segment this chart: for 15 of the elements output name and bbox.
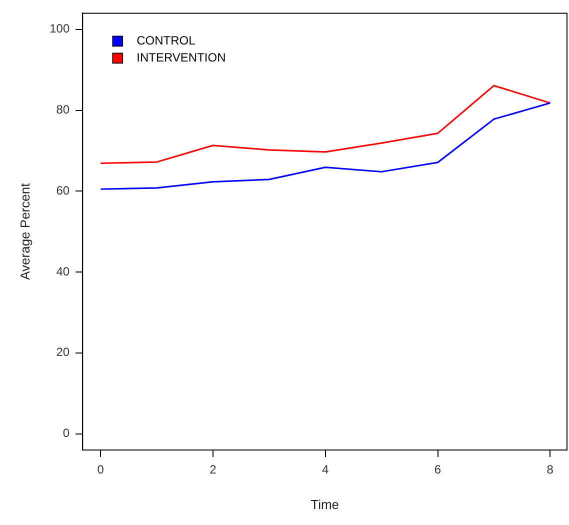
y-tick-label: 60	[56, 183, 70, 198]
y-tick-label: 80	[56, 102, 70, 117]
legend-label: CONTROL	[136, 34, 196, 48]
x-tick-label: 4	[322, 462, 330, 477]
x-tick-label: 2	[210, 462, 217, 477]
legend-label: INTERVENTION	[136, 50, 226, 65]
y-axis-title: Average Percent	[17, 182, 32, 280]
y-tick-label: 20	[56, 345, 70, 360]
y-tick-label: 40	[56, 264, 70, 278]
x-tick-label: 8	[546, 462, 554, 477]
y-tick-label: 100	[50, 22, 70, 36]
x-axis-title: Time	[310, 496, 340, 512]
x-tick-label: 0	[97, 462, 104, 477]
x-tick-label: 6	[434, 462, 442, 477]
y-tick-label: 0	[62, 426, 70, 440]
